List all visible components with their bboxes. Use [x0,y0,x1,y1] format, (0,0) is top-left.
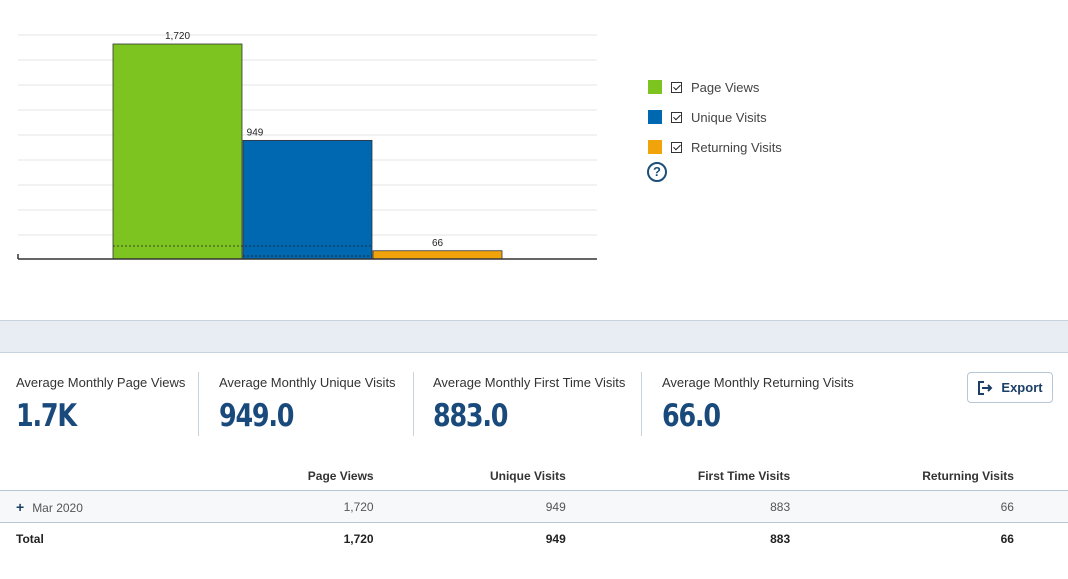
total-first-time-visits: 883 [770,531,791,546]
legend-label-returning-visits: Returning Visits [691,139,782,155]
stat-avg-unique-visits: Average Monthly Unique Visits 949.0 [219,375,396,434]
row-first-time-visits: 883 [565,490,791,523]
stat-label: Average Monthly First Time Visits [433,375,626,390]
total-page-views: 1,720 [343,531,374,546]
visits-table: Page Views Unique Visits First Time Visi… [0,462,1068,554]
stat-label: Average Monthly Returning Visits [662,375,854,390]
legend-checkbox-unique-visits[interactable] [671,111,682,123]
stat-avg-first-time-visits: Average Monthly First Time Visits 883.0 [433,375,625,434]
row-period-cell: + Mar 2020 [0,490,194,523]
legend-swatch-unique-visits [648,110,662,124]
expand-row-icon[interactable]: + [16,498,25,515]
export-icon [978,380,993,395]
table-header-row: Page Views Unique Visits First Time Visi… [0,462,1068,491]
stat-avg-page-views: Average Monthly Page Views 1.7K [16,375,185,434]
legend-item-returning-visits[interactable]: Returning Visits [648,132,782,162]
bar-chart: 1,720 949 66 [17,31,597,260]
stat-value: 66.0 [662,398,721,434]
legend-swatch-returning-visits [648,140,662,154]
row-spacer [1013,490,1068,523]
stat-value: 949.0 [219,398,294,434]
total-label: Total [16,531,44,546]
stat-label: Average Monthly Page Views [16,375,186,390]
data-label: 1,720 [165,31,190,42]
total-unique-visits: 949 [545,531,566,546]
header-first-time-visits[interactable]: First Time Visits [565,462,791,491]
question-circle-icon[interactable]: ? [647,162,667,182]
legend-swatch-page-views [648,80,662,94]
bar-page-views [112,43,243,260]
section-divider-band [0,320,1068,353]
stat-divider [413,372,414,436]
chart-legend: Page Views Unique Visits Returning Visit… [648,72,782,162]
legend-checkbox-returning-visits[interactable] [671,141,682,153]
header-unique-visits[interactable]: Unique Visits [373,462,566,491]
stat-value: 883.0 [433,398,508,434]
row-returning-visits: 66 [790,490,1014,523]
table-total-row: Total 1,720 949 883 66 [0,523,1068,555]
legend-checkbox-page-views[interactable] [671,81,682,93]
total-spacer [1014,523,1068,555]
row-period: Mar 2020 [32,500,83,515]
legend-label-unique-visits: Unique Visits [691,109,767,125]
stat-divider [198,372,199,436]
legend-label-page-views: Page Views [691,79,760,95]
header-period [0,462,194,491]
stat-value: 1.7K [16,398,77,434]
stat-divider [641,372,642,436]
chart-area: 1,720 949 66 [0,0,620,300]
stat-avg-returning-visits: Average Monthly Returning Visits 66.0 [662,375,854,434]
stat-label: Average Monthly Unique Visits [219,375,396,390]
legend-item-page-views[interactable]: Page Views [648,72,782,102]
export-button[interactable]: Export [967,372,1053,403]
header-spacer [1013,462,1068,491]
bar-unique-visits [242,139,373,260]
header-returning-visits[interactable]: Returning Visits [790,462,1014,491]
row-page-views: 1,720 [193,490,374,523]
total-returning-visits: 66 [1000,531,1014,546]
data-label: 949 [247,127,264,138]
header-page-views[interactable]: Page Views [193,462,374,491]
export-label: Export [1001,380,1043,395]
bar-returning-visits [372,250,503,260]
legend-item-unique-visits[interactable]: Unique Visits [648,102,782,132]
data-label: 66 [432,238,444,249]
table-row: + Mar 2020 1,720 949 883 66 [0,490,1068,523]
row-unique-visits: 949 [373,490,566,523]
